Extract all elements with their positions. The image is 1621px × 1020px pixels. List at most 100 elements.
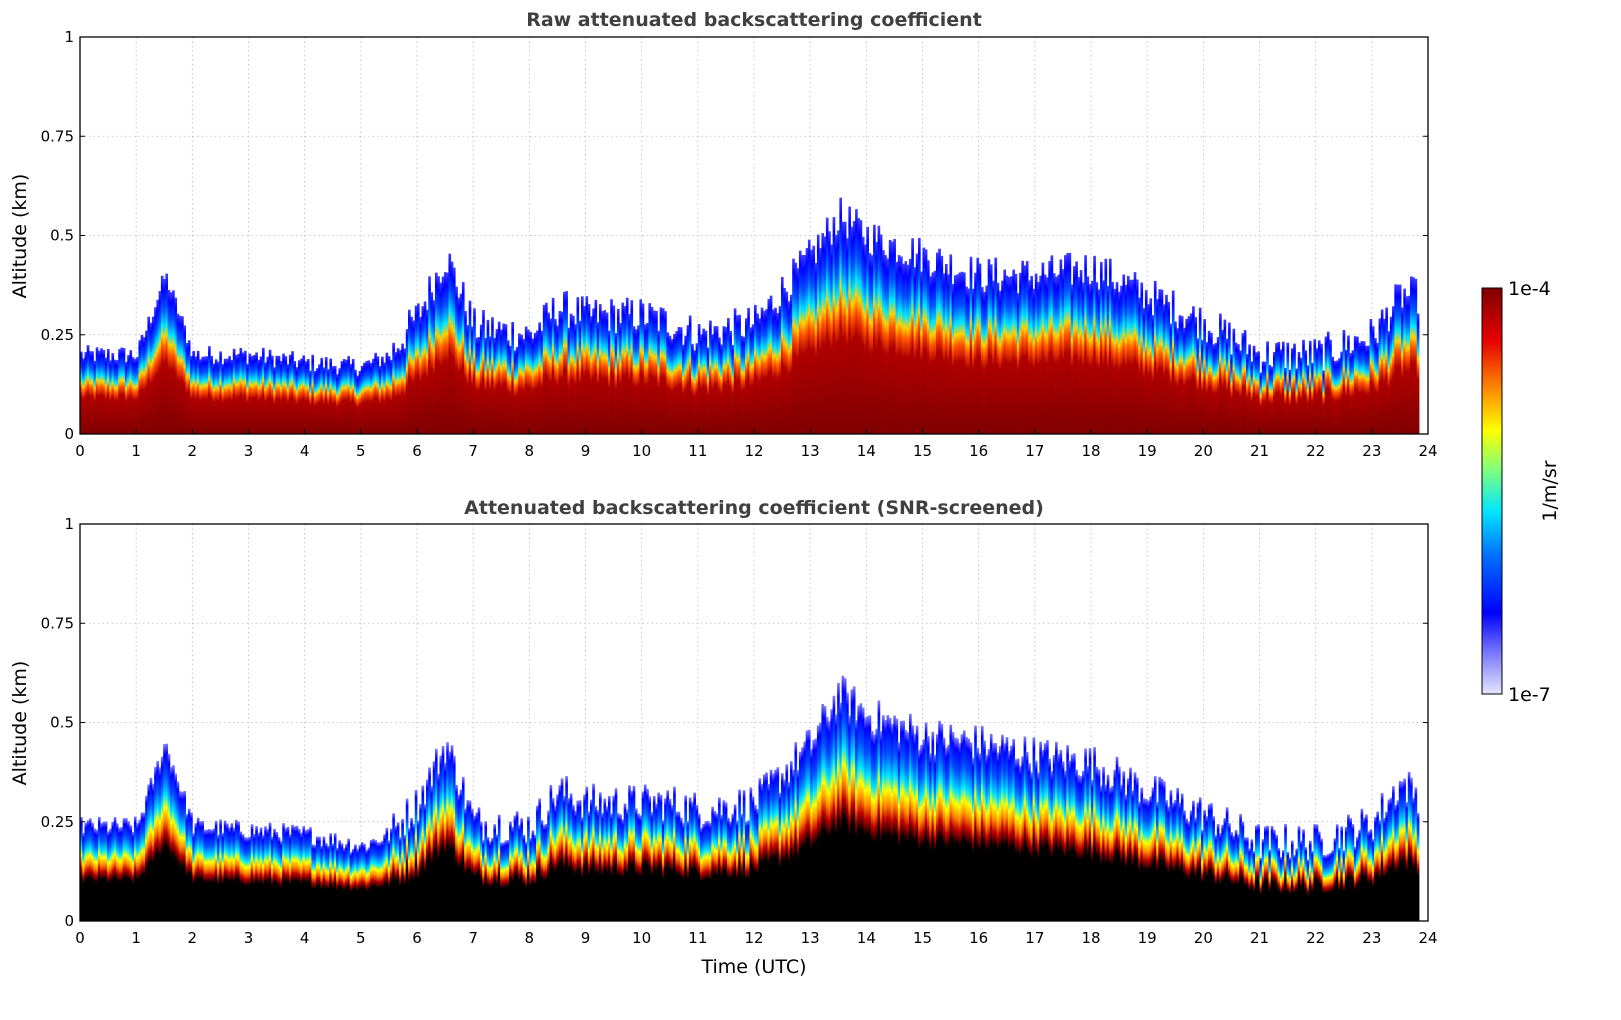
heatmap-column [183, 790, 186, 921]
heatmap-column [279, 840, 283, 921]
heatmap-column [154, 307, 157, 434]
heatmap-column [295, 367, 299, 434]
heatmap-column [980, 287, 984, 434]
heatmap-column [196, 817, 200, 921]
heatmap-column [1088, 748, 1092, 921]
heatmap-column [814, 738, 818, 921]
heatmap-column [648, 796, 652, 921]
heatmap-column [1378, 820, 1382, 921]
heatmap-column [297, 828, 301, 921]
heatmap-column [488, 336, 492, 434]
heatmap-column [181, 316, 184, 434]
heatmap-column [124, 818, 128, 921]
heatmap-column [394, 352, 398, 434]
heatmap-column [264, 826, 267, 921]
heatmap-column [93, 360, 97, 434]
heatmap-column [565, 776, 568, 921]
x-tick-label: 7 [468, 929, 478, 947]
heatmap-column [1225, 338, 1229, 434]
heatmap-column [241, 352, 245, 434]
heatmap-column [277, 837, 281, 921]
heatmap-column [468, 800, 472, 921]
x-tick-label: 16 [969, 929, 988, 947]
heatmap-column [798, 250, 802, 434]
heatmap-column [403, 348, 407, 434]
heatmap-column [1120, 285, 1123, 434]
heatmap-column [529, 331, 532, 434]
heatmap-column [1178, 315, 1182, 434]
heatmap-column [601, 813, 604, 921]
heatmap-column [1037, 772, 1040, 921]
heatmap-column [891, 724, 894, 921]
heatmap-column [533, 834, 537, 921]
heatmap-column [439, 755, 443, 921]
heatmap-column [1320, 343, 1323, 434]
heatmap-column [603, 798, 607, 921]
heatmap-column [754, 304, 757, 434]
heatmap-column [1207, 330, 1211, 434]
y-tick-label: 0.5 [50, 227, 74, 245]
heatmap-column [605, 312, 609, 434]
heatmap-column [1268, 365, 1272, 434]
heatmap-column [372, 838, 375, 921]
x-tick-label: 10 [632, 929, 651, 947]
heatmap-column [1351, 350, 1355, 434]
heatmap-column [1093, 747, 1096, 921]
heatmap-column [1335, 824, 1339, 921]
heatmap-column [738, 789, 741, 921]
heatmap-column [1061, 269, 1065, 434]
heatmap-column [86, 345, 90, 434]
heatmap-column [1043, 274, 1047, 434]
heatmap-column [1281, 850, 1285, 921]
heatmap-column [953, 737, 957, 921]
heatmap-column [855, 209, 858, 434]
heatmap-column [589, 799, 593, 921]
heatmap-column [381, 356, 384, 434]
heatmap-column [664, 311, 667, 434]
heatmap-column [531, 830, 535, 921]
heatmap-column [252, 355, 256, 434]
heatmap-column [621, 819, 625, 921]
heatmap-column [1086, 276, 1090, 434]
x-tick-label: 5 [356, 442, 366, 460]
heatmap-column [848, 715, 852, 921]
heatmap-column [1034, 273, 1038, 434]
heatmap-column [841, 675, 845, 921]
x-tick-label: 19 [1138, 929, 1157, 947]
heatmap-column [502, 323, 506, 434]
x-tick-label: 1 [131, 442, 141, 460]
y-tick-label: 0 [64, 912, 74, 930]
heatmap-column [237, 821, 240, 921]
heatmap-column [306, 359, 310, 434]
heatmap-column [556, 325, 559, 434]
heatmap-column [1126, 275, 1130, 434]
heatmap-column [1313, 824, 1317, 921]
heatmap-column [342, 848, 346, 921]
heatmap-column [783, 287, 786, 434]
heatmap-column [965, 286, 968, 434]
screened-x-ticks: 0 1 2 3 4 5 6 7 8 9 10 11 12 13 14 15 16 17 18 19 20 21 22 23 24 [75, 916, 1438, 947]
heatmap-column [390, 828, 393, 921]
heatmap-column [351, 359, 355, 434]
heatmap-column [1367, 345, 1370, 434]
heatmap-column [1070, 284, 1074, 434]
heatmap-column [715, 813, 719, 921]
heatmap-column [414, 789, 418, 921]
heatmap-column [576, 297, 580, 434]
heatmap-column [255, 352, 258, 434]
heatmap-column [214, 820, 218, 921]
heatmap-column [697, 813, 701, 921]
heatmap-column [288, 354, 292, 434]
heatmap-column [821, 233, 825, 434]
heatmap-column [515, 811, 519, 921]
heatmap-column [1138, 297, 1141, 434]
y-tick-label: 0.25 [41, 813, 74, 831]
heatmap-column [527, 816, 530, 921]
heatmap-column [230, 823, 234, 921]
heatmap-column [434, 748, 438, 921]
heatmap-column [1099, 785, 1103, 921]
heatmap-column [390, 359, 393, 434]
heatmap-column [578, 320, 582, 434]
heatmap-column [598, 792, 602, 921]
